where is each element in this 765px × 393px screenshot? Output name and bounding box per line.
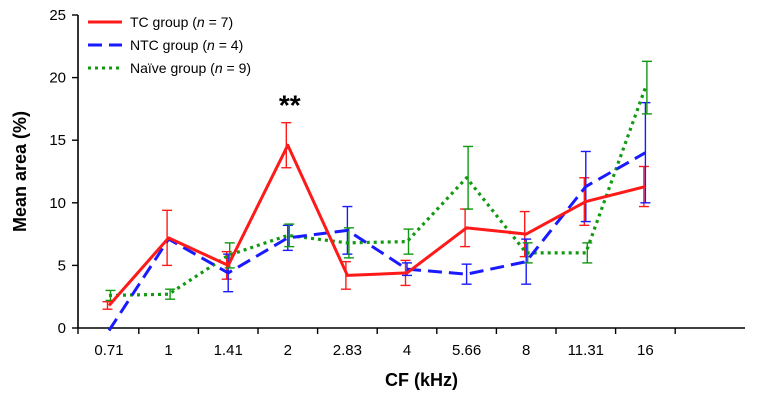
y-tick-label: 20 xyxy=(49,70,66,87)
x-tick-label: 1.41 xyxy=(214,342,243,359)
x-tick-label: 2.83 xyxy=(333,342,362,359)
legend-entry: NTC group (n = 4) xyxy=(130,37,243,53)
series-line-1 xyxy=(107,151,647,332)
y-axis-title: Mean area (%) xyxy=(10,111,30,232)
legend-entry: TC group (n = 7) xyxy=(130,14,233,30)
series-lines xyxy=(107,87,647,332)
y-tick-label: 10 xyxy=(49,195,66,212)
significance-annotation: ** xyxy=(279,89,301,120)
x-tick-label: 1 xyxy=(164,342,172,359)
x-tick-label: 2 xyxy=(284,342,292,359)
y-tick-label: 0 xyxy=(58,320,66,337)
error-bars xyxy=(102,60,652,310)
x-tick-label: 5.66 xyxy=(452,342,481,359)
series-line-0 xyxy=(107,143,646,307)
x-tick-label: 16 xyxy=(637,342,654,359)
x-tick-label: 0.71 xyxy=(94,342,123,359)
legend-entry: Naïve group (n = 9) xyxy=(130,60,251,76)
legend: TC group (n = 7) NTC group (n = 4) Naïve g… xyxy=(88,14,251,76)
y-tick-label: 5 xyxy=(58,257,66,274)
x-axis-title: CF (kHz) xyxy=(385,370,458,390)
y-tick-label: 25 xyxy=(49,7,66,24)
x-tick-label: 4 xyxy=(403,342,411,359)
annotations: ** xyxy=(279,89,301,120)
x-tick-label: 8 xyxy=(522,342,530,359)
x-tick-label: 11.31 xyxy=(568,342,604,359)
axes: 0 5 10 15 20 25 0.71 1 1.41 2 2.83 4 5.66 8 11.31 16 xyxy=(49,7,745,359)
y-tick-label: 15 xyxy=(49,132,66,149)
series-line-2 xyxy=(108,87,647,298)
